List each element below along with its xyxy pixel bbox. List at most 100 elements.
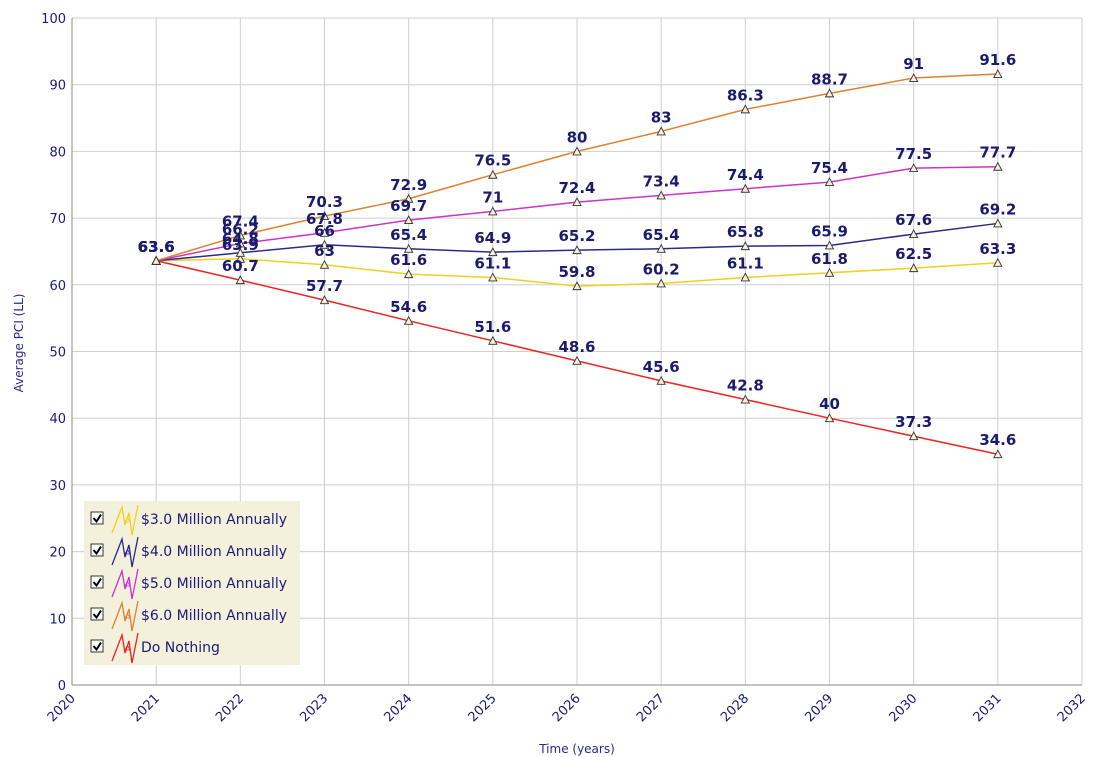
data-label: 91: [903, 55, 924, 73]
data-point-marker: [656, 278, 666, 288]
data-label: 63.6: [138, 238, 175, 256]
data-label: 76.5: [474, 152, 511, 170]
data-label: 64.8: [222, 230, 259, 248]
x-tick-label: 2023: [297, 691, 331, 725]
data-point-marker: [572, 355, 582, 365]
axes: [71, 18, 1082, 686]
data-point-marker: [403, 215, 414, 225]
x-tick-label: 2032: [1055, 691, 1089, 725]
data-point-marker: [908, 163, 919, 173]
data-point-marker: [656, 243, 666, 253]
data-label: 88.7: [811, 70, 848, 88]
data-point-marker: [403, 269, 414, 279]
x-tick-label: 2025: [466, 691, 500, 725]
data-point-marker: [235, 253, 246, 263]
x-tick-label: 2030: [886, 691, 920, 725]
data-point-marker: [319, 211, 330, 221]
data-point-marker: [572, 281, 582, 291]
data-label: 65.4: [390, 226, 427, 244]
legend-entry-label: Do Nothing: [141, 640, 220, 656]
data-point-marker: [656, 375, 666, 385]
legend: $3.0 Million Annually $4.0 Million Annual…: [84, 501, 300, 665]
data-label: 65.4: [643, 226, 680, 244]
data-point-marker: [403, 315, 414, 325]
data-label: 63.3: [979, 240, 1016, 258]
data-label: 65.9: [811, 222, 848, 240]
y-tick-label: 100: [41, 12, 66, 27]
x-tick-label: 2031: [971, 691, 1005, 725]
data-point-marker: [993, 161, 1003, 171]
data-label: 61.1: [474, 254, 511, 272]
data-point-marker: [824, 267, 835, 277]
data-point-marker: [572, 146, 582, 156]
data-point-marker: [403, 193, 414, 203]
data-label: 72.9: [390, 176, 427, 194]
data-point-marker: [908, 73, 919, 82]
data-label: 65.2: [558, 227, 595, 245]
data-label: 42.8: [727, 377, 764, 395]
data-point-marker: [740, 394, 751, 404]
y-tick-label: 30: [49, 479, 66, 494]
data-label: 71: [482, 188, 503, 206]
legend-box: [84, 501, 300, 665]
legend-entry-label: $6.0 Million Annually: [141, 608, 287, 624]
data-point-marker: [488, 335, 498, 345]
data-point-marker: [235, 238, 246, 248]
x-tick-labels: 2020 2021 2022 2023 2024 2025 2026 2027 2028 2029…: [45, 691, 1089, 725]
y-tick-label: 40: [49, 412, 66, 427]
data-point-marker: [235, 247, 246, 257]
data-labels: 63.6 63.9 63 61.6 61.1 59.8 60.2 61.1 61.8 62.5 63…: [138, 51, 1017, 449]
data-label: 62.5: [895, 245, 932, 263]
data-point-marker: [319, 239, 330, 249]
data-point-marker: [824, 413, 835, 423]
data-point-marker: [993, 69, 1003, 78]
data-label: 59.8: [558, 263, 595, 281]
data-label: 63.6: [138, 238, 175, 256]
data-label: 45.6: [643, 358, 680, 376]
data-point-marker: [572, 197, 582, 207]
data-point-marker: [993, 218, 1003, 228]
data-point-marker: [824, 177, 835, 187]
y-tick-label: 70: [49, 212, 66, 227]
data-label: 63.9: [222, 236, 259, 254]
legend-entry-label: $4.0 Million Annually: [141, 544, 287, 560]
data-label: 57.7: [306, 277, 343, 295]
data-point-marker: [824, 240, 835, 250]
data-point-marker: [908, 263, 919, 273]
data-point-marker: [740, 272, 751, 282]
data-point-marker: [740, 241, 751, 251]
data-label: 70.3: [306, 193, 343, 211]
data-label: 91.6: [979, 51, 1016, 69]
data-point-marker: [488, 247, 498, 257]
data-label: 77.7: [979, 144, 1016, 162]
series-markers: [151, 69, 1003, 459]
data-label: 63.6: [138, 238, 175, 256]
data-point-marker: [993, 449, 1003, 459]
data-label: 51.6: [474, 318, 511, 336]
data-label: 60.2: [643, 260, 680, 278]
data-label: 34.6: [979, 431, 1016, 449]
legend-checkmark: [92, 641, 102, 652]
data-label: 63: [314, 242, 335, 260]
data-label: 66.2: [222, 220, 259, 238]
data-label: 37.3: [895, 413, 932, 431]
data-point-marker: [824, 88, 835, 98]
x-tick-label: 2020: [45, 691, 79, 725]
data-label: 40: [819, 395, 840, 413]
legend-checkmark: [92, 577, 102, 588]
x-tick-label: 2027: [634, 691, 668, 725]
data-point-marker: [319, 259, 330, 269]
data-label: 72.4: [558, 179, 595, 197]
y-tick-labels: 0 10 20 30 40 50 60 70 80 90 100: [41, 12, 66, 694]
data-point-marker: [488, 272, 498, 282]
data-label: 61.1: [727, 254, 764, 272]
data-label: 65.8: [727, 223, 764, 241]
data-point-marker: [235, 275, 246, 285]
data-label: 77.5: [895, 145, 932, 163]
data-point-marker: [319, 295, 330, 305]
x-tick-label: 2024: [381, 691, 415, 725]
data-label: 86.3: [727, 86, 764, 104]
x-tick-label: 2028: [718, 691, 752, 725]
data-point-marker: [488, 206, 498, 216]
